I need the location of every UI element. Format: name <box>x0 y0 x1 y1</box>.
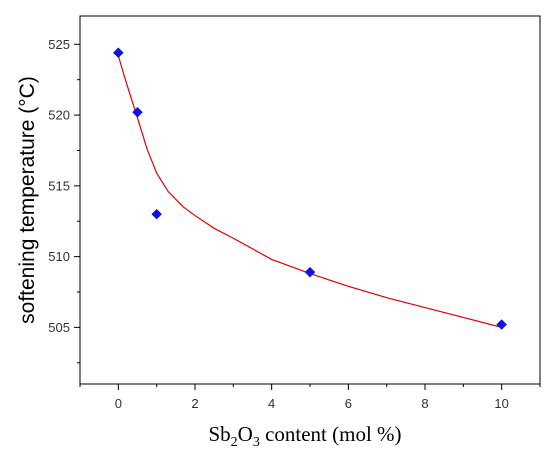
y-tick-label: 525 <box>48 37 70 52</box>
x-tick-label: 4 <box>268 396 275 411</box>
x-tick-label: 10 <box>494 396 508 411</box>
x-tick-label: 8 <box>421 396 428 411</box>
x-label-part3: content (mol %) <box>260 422 402 446</box>
data-point <box>496 319 508 330</box>
y-axis-label: softening temperature (°C) <box>16 76 39 324</box>
x-label-sub2: 3 <box>253 435 260 450</box>
data-point <box>112 47 124 59</box>
tick-labels: 0 2 4 6 8 10 505 510 515 520 525 <box>48 37 509 411</box>
data-point <box>151 208 163 220</box>
x-tick-label: 6 <box>345 396 352 411</box>
fit-curve <box>117 55 502 328</box>
y-tick-label: 510 <box>48 249 70 264</box>
x-tick-label: 0 <box>115 396 122 411</box>
data-points <box>112 47 508 330</box>
data-point <box>304 266 316 278</box>
y-tick-label: 515 <box>48 178 70 193</box>
plot-frame <box>79 15 541 385</box>
tick-marks <box>74 43 541 390</box>
x-label-sub1: 2 <box>231 435 238 450</box>
x-tick-label: 2 <box>191 396 198 411</box>
x-axis-label: Sb2O3 content (mol %) <box>208 422 401 450</box>
x-label-part2: O <box>238 422 253 446</box>
y-tick-label: 505 <box>48 320 70 335</box>
x-label-part1: Sb <box>208 422 230 446</box>
y-tick-label: 520 <box>48 108 70 123</box>
data-point <box>132 106 143 118</box>
